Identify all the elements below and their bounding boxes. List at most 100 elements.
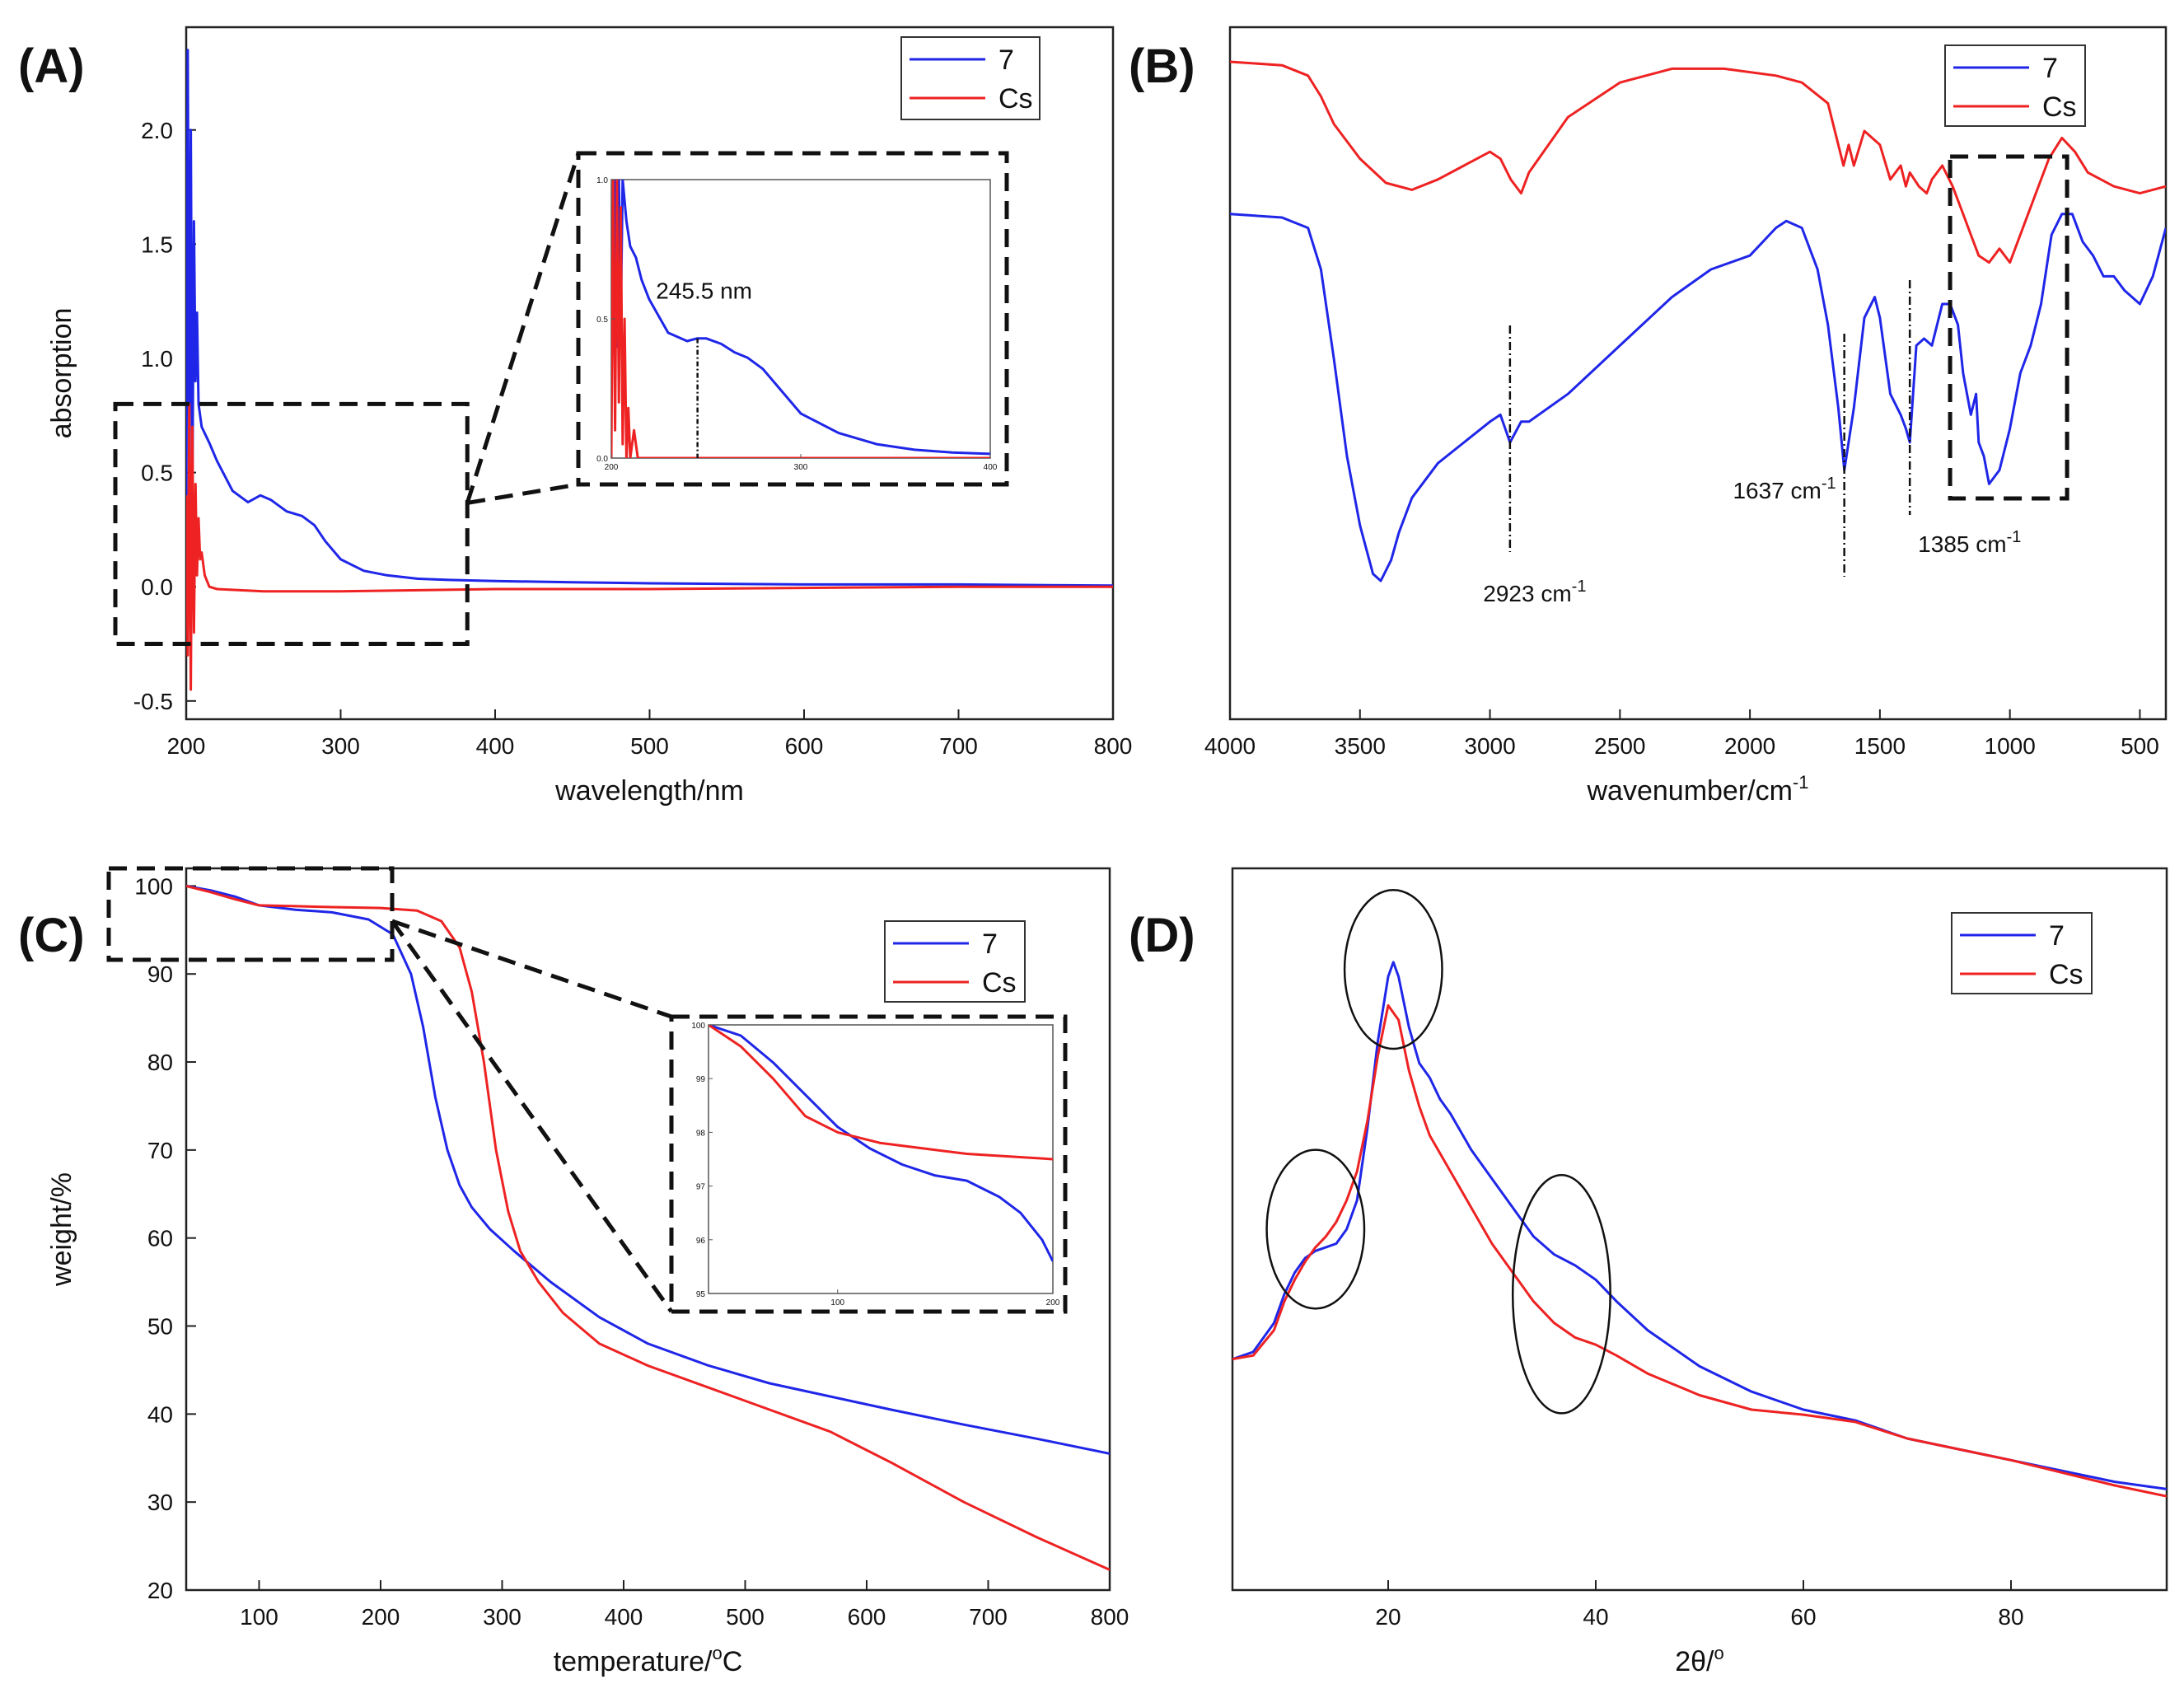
x-tick-label: 800: [1094, 733, 1133, 759]
inset-box: [576, 151, 1009, 487]
x-axis-title: wavenumber/cm-1: [1587, 772, 1809, 807]
zoom-connector: [391, 919, 672, 1019]
plot-frame: [1231, 867, 2168, 1592]
chart-panel-c: (C) 100 200 300 400 500 600 700 800 20 30 40 50 60 70 8…: [18, 866, 1129, 1677]
panel-label: (D): [1129, 909, 1195, 962]
x-tick-label: 600: [848, 1604, 886, 1630]
inset-series-line-7: [709, 1025, 1053, 1262]
inset-series-line-cs: [709, 1025, 1053, 1161]
x-tick-label: 700: [939, 733, 978, 759]
y-tick-label: 60: [147, 1226, 173, 1251]
y-tick-label: 100: [134, 873, 173, 899]
x-tick-label: 500: [726, 1604, 765, 1630]
annotation-sup: -1: [2007, 528, 2022, 546]
series-line-cs: [186, 402, 1113, 691]
legend-label-7: 7: [998, 44, 1014, 76]
chart-panel-a: (A) 200 300 400 500 600 700 800 -0.5 0.0 0.5 1.0 1.5…: [18, 26, 1133, 807]
highlight-box: [1948, 154, 2069, 501]
peak-circle: [1511, 1174, 1611, 1415]
x-tick-label: 2500: [1594, 733, 1645, 759]
x-axis-title-degree: o: [1714, 1643, 1724, 1663]
zoom-box: [113, 401, 470, 647]
y-tick-label: 30: [147, 1490, 173, 1515]
zoom-connector: [390, 919, 674, 1313]
y-axis-title: weight/%: [46, 1172, 77, 1287]
inset-y-tick-label: 1.0: [596, 176, 608, 185]
legend: 7 Cs: [1951, 912, 2093, 994]
x-axis-title: wavelength/nm: [554, 775, 744, 807]
panel-label: (A): [18, 40, 85, 93]
inset-y-tick-label: 97: [696, 1183, 706, 1192]
series-group: [186, 49, 1113, 691]
y-tick-label: -0.5: [133, 689, 173, 714]
x-tick-label: 400: [476, 733, 515, 759]
inset-x-tick-label: 200: [605, 463, 619, 472]
x-tick-label: 300: [483, 1604, 521, 1630]
series-line-7: [1230, 213, 2166, 582]
legend-label-7: 7: [2049, 920, 2065, 952]
inset-chart: 200 300 400 0.0 0.5 1.0 245.5 nm: [596, 176, 998, 472]
x-tick-label: 1500: [1854, 733, 1906, 759]
x-tick-label: 40: [1583, 1604, 1608, 1630]
legend-label-7: 7: [2042, 53, 2058, 84]
annotation-label: 2923 cm-1: [1483, 578, 1586, 606]
series-group: [1230, 60, 2166, 582]
y-tick-label: 1.0: [141, 346, 173, 372]
inset-y-tick-label: 100: [691, 1022, 705, 1031]
y-tick-label: 1.5: [141, 232, 173, 257]
zoom-connector: [466, 482, 579, 505]
inset-series-line-cs: [611, 180, 990, 458]
inset-frame: [610, 179, 991, 459]
legend-frame: [900, 36, 1041, 120]
inset-frame: [708, 1024, 1054, 1294]
zoom-box: [106, 866, 395, 962]
annotation-label: 1385 cm-1: [1918, 528, 2021, 557]
inset-x-tick-label: 300: [794, 463, 808, 472]
x-axis-title-degree: o: [712, 1643, 722, 1663]
inset-y-tick-label: 96: [696, 1237, 706, 1246]
annotation-label: 1637 cm-1: [1733, 475, 1836, 503]
y-tick-label: 2.0: [141, 118, 173, 143]
legend-frame: [1944, 44, 2086, 127]
x-tick-label: 2000: [1724, 733, 1775, 759]
x-tick-label: 600: [785, 733, 824, 759]
peak-circle: [1343, 889, 1443, 1050]
x-tick-label: 3000: [1464, 733, 1515, 759]
plot-frame: [1228, 26, 2168, 721]
series-line-cs: [186, 884, 1110, 1571]
y-tick-label: 0.0: [141, 574, 173, 600]
legend-label-cs: Cs: [2042, 91, 2077, 123]
x-tick-label: 700: [969, 1604, 1008, 1630]
inset-box: [669, 1014, 1068, 1314]
panel-label: (B): [1129, 40, 1195, 93]
x-tick-label: 200: [362, 1604, 400, 1630]
x-axis-title-unit: C: [723, 1646, 743, 1677]
x-tick-label: 100: [240, 1604, 278, 1630]
x-tick-label: 80: [1998, 1604, 2023, 1630]
x-tick-label: 400: [605, 1604, 643, 1630]
annotation-sup: -1: [1572, 578, 1587, 596]
x-tick-label: 4000: [1204, 733, 1256, 759]
inset-annotation-label: 245.5 nm: [656, 278, 752, 304]
inset-chart: 100 200 95 96 97 98 99 100: [691, 1022, 1059, 1307]
legend: 7 Cs: [900, 36, 1041, 120]
legend-frame: [884, 920, 1026, 1003]
zoom-connector: [465, 152, 581, 504]
y-tick-label: 20: [147, 1578, 173, 1603]
y-tick-label: 40: [147, 1401, 173, 1427]
legend-frame: [1951, 912, 2093, 994]
inset-x-tick-label: 400: [984, 463, 998, 472]
annotation-sup: -1: [1822, 475, 1836, 493]
x-tick-label: 3500: [1335, 733, 1386, 759]
chart-panel-b: (B) 4000 3500 3000 2500 2000 1500 1000 500 wavenu…: [1129, 26, 2168, 807]
x-tick-label: 800: [1091, 1604, 1129, 1630]
inset-y-tick-label: 95: [696, 1290, 706, 1299]
x-tick-label: 1000: [1985, 733, 2036, 759]
series-line-7: [186, 884, 1110, 1455]
series-group: [186, 884, 1110, 1571]
inset-y-tick-label: 0.0: [596, 455, 608, 464]
x-tick-label: 500: [2121, 733, 2159, 759]
legend-label-7: 7: [982, 929, 998, 960]
chart-panel-d: (D) 20 40 60 80 2θ/o 7 Cs: [1129, 867, 2168, 1677]
